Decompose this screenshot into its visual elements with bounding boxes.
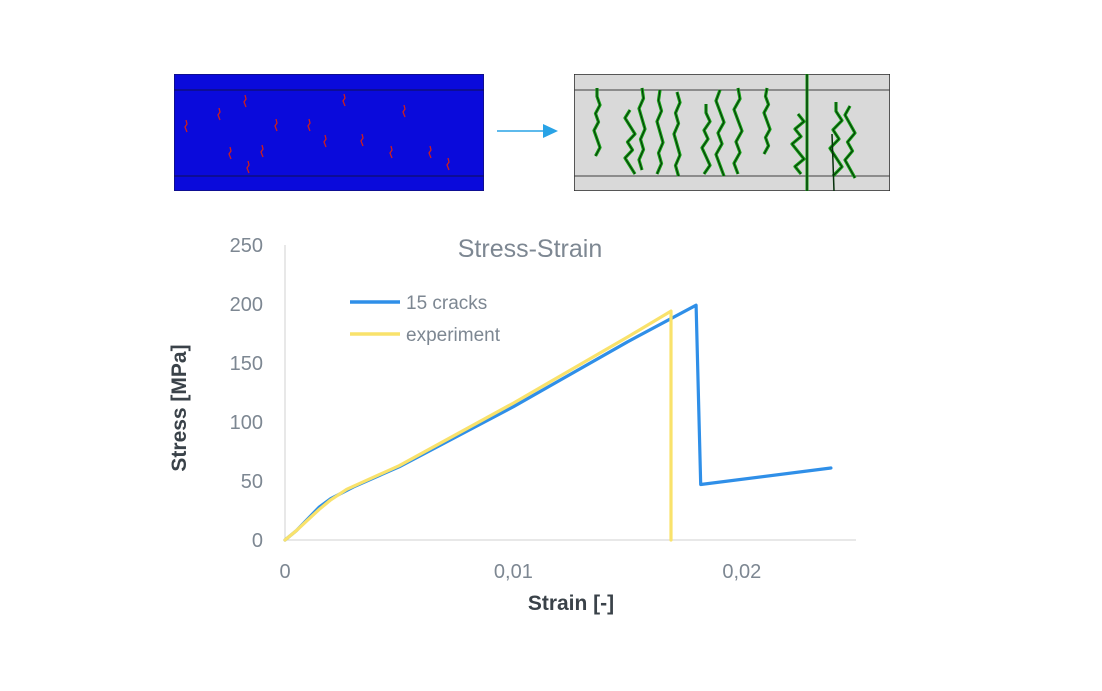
y-tick-label: 0 xyxy=(252,530,263,552)
x-tick-labels: 0 0,01 0,02 xyxy=(279,561,761,583)
initial-crack-panel xyxy=(173,73,485,192)
crack-core xyxy=(715,89,725,177)
x-axis-title: Strain [-] xyxy=(528,592,614,615)
seed-crack xyxy=(184,119,188,133)
arrow-right-icon xyxy=(497,124,558,138)
seed-crack xyxy=(243,94,247,108)
chart-title: Stress-Strain xyxy=(458,235,602,263)
y-tick-label: 200 xyxy=(230,294,263,316)
crack-core xyxy=(763,87,771,155)
final-crack-panel xyxy=(573,73,891,192)
legend: 15 cracks experiment xyxy=(350,293,501,346)
crack-core xyxy=(656,89,664,175)
y-tick-label: 100 xyxy=(230,412,263,434)
initial-crack-seeds xyxy=(184,93,450,174)
seed-crack xyxy=(428,145,432,159)
final-crack-pattern xyxy=(592,74,857,192)
initial-panel-background xyxy=(173,73,485,192)
seed-crack xyxy=(323,134,327,148)
series-line-experiment xyxy=(283,309,673,542)
seed-crack xyxy=(246,160,250,174)
initial-crack-image xyxy=(173,73,485,192)
crack-core xyxy=(593,88,601,157)
x-tick-label: 0,02 xyxy=(722,561,761,583)
seed-crack xyxy=(217,107,221,121)
final-panel-background xyxy=(573,73,891,192)
y-tick-label: 150 xyxy=(230,353,263,375)
y-tick-labels: 0 50 100 150 200 250 xyxy=(230,235,263,552)
seed-crack xyxy=(228,146,232,160)
legend-label: 15 cracks xyxy=(406,293,487,314)
crack-core xyxy=(844,105,856,179)
legend-label: experiment xyxy=(406,325,501,346)
y-axis-title: Stress [MPa] xyxy=(168,344,191,471)
crack-core xyxy=(791,113,805,175)
seed-crack xyxy=(307,118,311,132)
seed-crack xyxy=(342,93,346,107)
crack-core xyxy=(624,109,636,175)
x-tick-label: 0 xyxy=(279,561,290,583)
seed-crack xyxy=(360,133,364,147)
secondary-crack xyxy=(831,133,835,192)
crack-core xyxy=(733,87,743,175)
crack-core xyxy=(701,104,711,175)
seed-crack xyxy=(389,145,393,159)
final-crack-image xyxy=(573,73,891,192)
seed-crack xyxy=(446,157,450,171)
series-lines xyxy=(283,303,833,542)
seed-crack xyxy=(402,104,406,118)
seed-crack xyxy=(274,118,278,132)
crack-core xyxy=(673,91,681,177)
series-line-cracks xyxy=(283,303,833,542)
crack-core xyxy=(638,87,646,171)
x-tick-label: 0,01 xyxy=(494,561,533,583)
seed-crack xyxy=(260,144,264,158)
y-tick-label: 250 xyxy=(230,235,263,257)
crack-core xyxy=(829,102,843,177)
y-tick-label: 50 xyxy=(241,471,263,493)
